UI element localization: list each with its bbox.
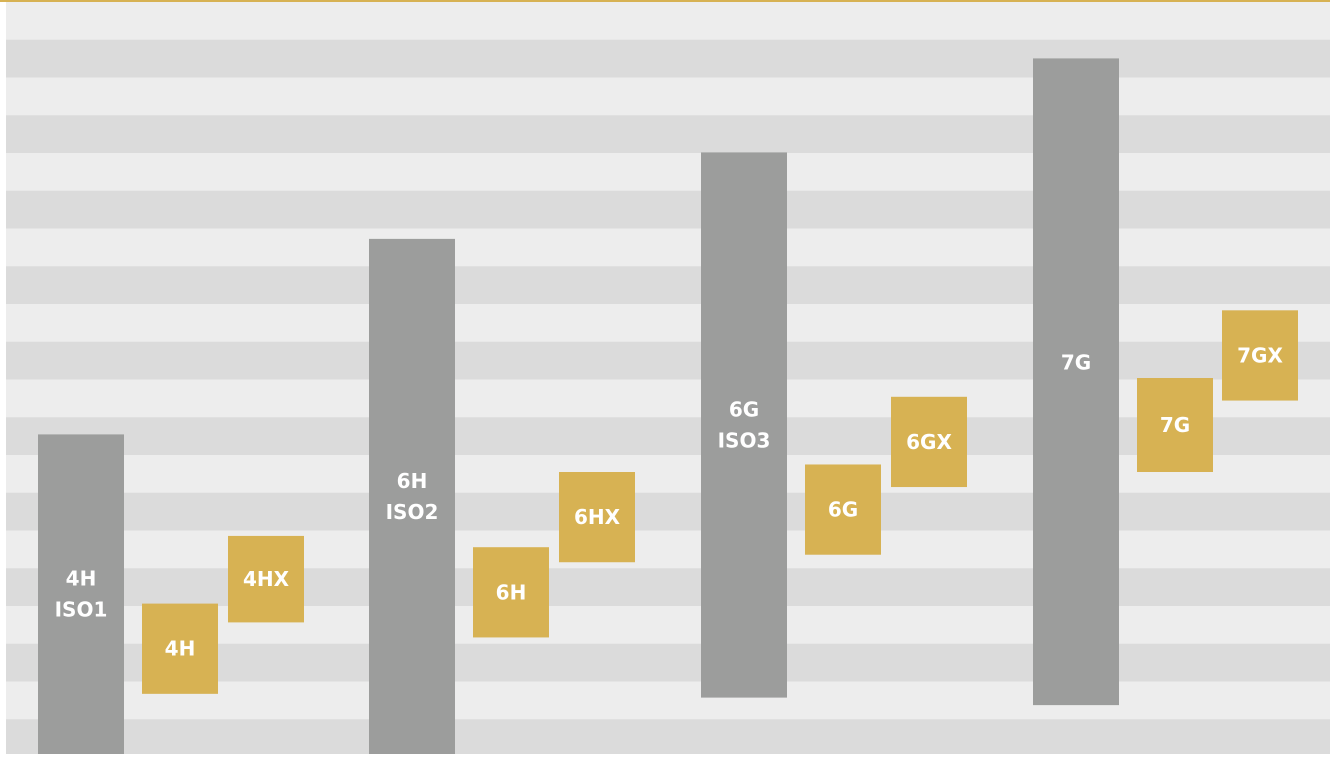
tolerance-class-label: 7G: [1160, 413, 1190, 437]
tolerance-class-bar: [559, 472, 635, 563]
tolerance-class-label: 7GX: [1237, 343, 1283, 367]
tolerance-class-bar: [1137, 378, 1213, 472]
grid-band: [6, 190, 1330, 229]
tolerance-class-label: 6GX: [906, 430, 952, 454]
tolerance-band-bar: [369, 238, 455, 754]
grid-band: [6, 417, 1330, 456]
grid-band: [6, 153, 1330, 192]
grid-band: [6, 2, 1330, 41]
grid-band: [6, 379, 1330, 418]
grid-band: [6, 719, 1330, 755]
tolerance-class-bar: [891, 396, 967, 488]
chart-bars: [38, 58, 1298, 754]
tolerance-band-bar: [38, 434, 124, 754]
tolerance-band-label: ISO3: [718, 429, 771, 453]
grid-band: [6, 530, 1330, 569]
grid-band: [6, 39, 1330, 78]
tolerance-class-label: 6G: [828, 498, 858, 522]
grid-band: [6, 455, 1330, 494]
grid-band: [6, 568, 1330, 607]
tolerance-band-label: 7G: [1061, 350, 1091, 374]
tolerance-band-label: ISO1: [55, 598, 108, 622]
tolerance-band-label: 6G: [729, 398, 759, 422]
tolerance-class-label: 4HX: [243, 567, 290, 591]
grid-band: [6, 266, 1330, 305]
grid-band: [6, 341, 1330, 380]
tolerance-band-label: 4H: [66, 567, 97, 591]
grid-band: [6, 115, 1330, 154]
tolerance-class-bar: [473, 547, 549, 638]
tolerance-class-label: 6HX: [574, 505, 621, 529]
grid-band: [6, 304, 1330, 343]
tolerance-band-label: ISO2: [386, 500, 439, 524]
tolerance-class-bar: [142, 603, 218, 694]
grid-band: [6, 228, 1330, 267]
tolerance-class-bar: [1222, 310, 1298, 401]
grid-band: [6, 77, 1330, 116]
chart-labels: 4H ISO1 4H 4HX 6H ISO2 6H 6HX 6G ISO3 6G 6GX 7G 7G 7GX: [55, 343, 1284, 660]
top-rule: [0, 0, 1330, 2]
tolerance-class-label: 4H: [165, 637, 196, 661]
tolerance-band-label: 6H: [397, 469, 428, 493]
tolerance-class-label: 6H: [496, 580, 527, 604]
tolerance-class-bar: [228, 535, 304, 623]
tolerance-band-bar: [1033, 58, 1119, 706]
tolerance-class-bar: [805, 464, 881, 555]
tolerance-band-bar: [701, 152, 787, 698]
grid-band: [6, 492, 1330, 531]
